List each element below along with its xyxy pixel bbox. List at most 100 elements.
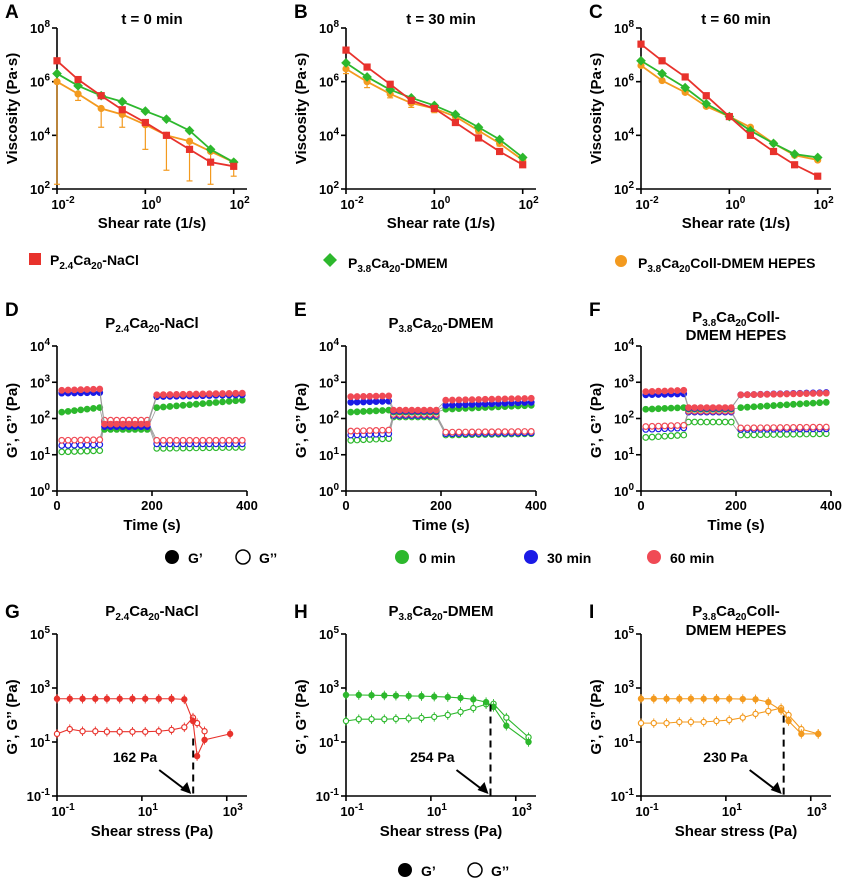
data-point xyxy=(113,420,121,428)
data-point xyxy=(90,385,97,393)
data-point xyxy=(97,92,105,100)
data-point xyxy=(96,385,104,393)
series-gdouble xyxy=(53,712,208,739)
data-point xyxy=(475,396,483,403)
data-point xyxy=(64,407,72,415)
data-point xyxy=(355,715,362,723)
panel-title: P3.8Ca20-DMEM xyxy=(388,603,493,623)
data-point xyxy=(381,692,388,699)
x-tick-label: 0 xyxy=(342,498,349,513)
series-pink-gdouble xyxy=(58,416,246,444)
data-point xyxy=(173,391,180,398)
data-point xyxy=(657,68,667,79)
data-point xyxy=(462,428,469,436)
crossover-annotation: 162 Pa xyxy=(113,749,158,765)
data-point xyxy=(137,420,145,428)
data-point xyxy=(770,390,778,398)
legend-marker-orange xyxy=(615,255,627,267)
data-point xyxy=(186,436,194,444)
data-point xyxy=(181,696,188,703)
data-point xyxy=(770,402,778,409)
data-point xyxy=(470,704,477,712)
data-point xyxy=(363,63,371,71)
panel-label: B xyxy=(294,2,308,23)
crossover-arrow-head xyxy=(180,782,192,794)
data-point xyxy=(642,405,650,413)
series-gprime xyxy=(637,693,822,739)
legend-label-60min: 60 min xyxy=(670,550,714,566)
data-point xyxy=(166,436,174,444)
data-point xyxy=(83,405,91,413)
x-axis-label: Shear stress (Pa) xyxy=(675,823,798,840)
data-point xyxy=(648,422,656,430)
data-point xyxy=(219,390,226,397)
data-point xyxy=(353,398,361,406)
data-point xyxy=(129,728,136,735)
data-point xyxy=(199,400,207,408)
data-point xyxy=(372,398,380,405)
data-point xyxy=(205,399,213,407)
data-point xyxy=(414,406,422,414)
y-tick-label: 103 xyxy=(614,373,634,390)
data-point xyxy=(809,423,817,431)
data-point xyxy=(442,428,450,436)
data-point xyxy=(96,436,104,444)
data-point xyxy=(368,715,375,723)
x-tick-label: 400 xyxy=(236,498,258,513)
data-point xyxy=(143,420,151,428)
data-point xyxy=(372,407,380,415)
y-tick-label: 100 xyxy=(614,482,634,499)
data-point xyxy=(674,404,681,412)
y-tick-label: 101 xyxy=(30,446,50,463)
data-point xyxy=(52,68,62,79)
data-point xyxy=(77,386,85,394)
data-point xyxy=(803,400,810,407)
data-point xyxy=(739,695,746,703)
data-point xyxy=(655,387,662,395)
data-point xyxy=(455,428,463,436)
data-point xyxy=(713,695,720,702)
y-tick-label: 102 xyxy=(30,410,50,427)
data-point xyxy=(681,73,689,81)
data-point xyxy=(697,418,705,426)
data-point xyxy=(685,404,692,411)
data-point xyxy=(822,398,830,406)
x-tick-label: 200 xyxy=(141,498,163,513)
y-tick-label: 102 xyxy=(319,180,339,197)
x-tick-label: 0 xyxy=(637,498,644,513)
data-point xyxy=(201,736,208,744)
data-point xyxy=(776,401,784,409)
data-point xyxy=(71,386,78,394)
data-point xyxy=(521,395,529,402)
legend-label-gprime: G’ xyxy=(421,863,436,879)
data-point xyxy=(655,433,662,441)
data-point xyxy=(637,719,645,727)
series-gprime xyxy=(53,693,234,761)
data-point xyxy=(179,401,187,409)
data-point xyxy=(650,695,657,702)
data-point xyxy=(822,389,830,397)
data-point xyxy=(444,711,451,719)
data-point xyxy=(96,447,104,455)
data-point xyxy=(655,422,662,430)
data-point xyxy=(74,75,82,84)
x-tick-label: 101 xyxy=(138,802,158,819)
data-point xyxy=(448,396,456,404)
data-point xyxy=(803,423,810,431)
data-point xyxy=(482,698,490,706)
data-point xyxy=(687,718,695,726)
legend-marker-green xyxy=(323,253,337,267)
data-point xyxy=(142,695,149,702)
data-point xyxy=(776,390,784,398)
panel-e: E P3.8Ca20-DMEM G’, G’’ (Pa) Time (s) 100 101… xyxy=(293,300,547,534)
legend-marker-60min xyxy=(647,550,661,564)
data-point xyxy=(173,402,180,410)
x-tick-label: 103 xyxy=(223,802,243,819)
data-point xyxy=(83,386,91,393)
x-tick-label: 0 xyxy=(53,498,60,513)
y-axis-label: Viscosity (Pa·s) xyxy=(588,53,605,164)
data-point xyxy=(783,424,791,431)
data-point xyxy=(366,407,374,415)
data-point xyxy=(230,162,238,170)
